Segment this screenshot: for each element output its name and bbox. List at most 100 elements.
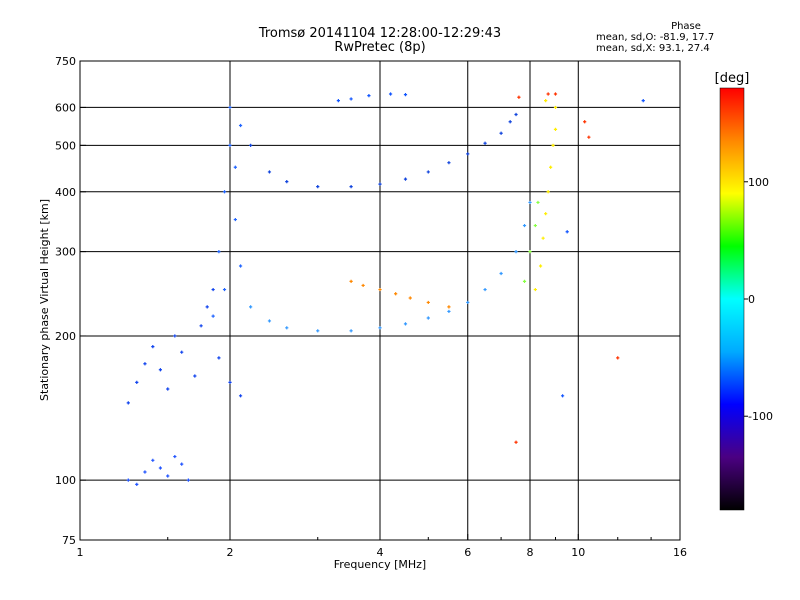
data-point [517, 95, 521, 99]
data-point [186, 478, 190, 482]
data-point [143, 362, 147, 366]
data-point [565, 230, 569, 234]
data-point [447, 161, 451, 165]
data-point [536, 200, 540, 205]
data-point [378, 182, 382, 186]
data-point [126, 478, 130, 482]
colorbar-tick-label: -100 [748, 410, 773, 423]
data-point [551, 143, 555, 147]
data-point [587, 135, 591, 139]
data-point [553, 92, 558, 96]
data-point [546, 92, 550, 96]
data-point [180, 462, 184, 466]
x-tick-label: 10 [571, 546, 585, 559]
x-tick-label: 2 [227, 546, 234, 559]
data-point [233, 217, 237, 222]
data-point [173, 334, 177, 338]
data-point [378, 287, 382, 292]
y-axis-label: Stationary phase Virtual Height [km] [38, 199, 51, 401]
x-tick-label: 4 [377, 546, 384, 559]
data-point [151, 458, 155, 462]
x-tick-label: 1 [77, 546, 84, 559]
data-point [249, 143, 253, 147]
data-point [533, 287, 537, 292]
data-point [249, 305, 253, 309]
data-point [553, 127, 558, 131]
data-point [217, 250, 221, 254]
data-point [349, 329, 353, 333]
data-point [151, 345, 155, 349]
data-point [238, 123, 243, 128]
data-point [394, 292, 398, 296]
data-point [538, 264, 543, 268]
data-point [466, 152, 470, 156]
data-point [233, 165, 237, 169]
phase-stats-o: mean, sd,O: -81.9, 17.7 [596, 32, 715, 43]
data-point [583, 120, 587, 124]
data-point [508, 120, 512, 124]
y-tick-label: 500 [55, 139, 76, 152]
grid-lines [80, 61, 680, 540]
data-point [546, 190, 550, 194]
x-axis-label: Frequency [MHz] [334, 558, 426, 571]
x-tick-label: 16 [673, 546, 687, 559]
data-point [408, 296, 412, 300]
colorbar-unit-label: [deg] [715, 71, 750, 86]
data-point [367, 94, 371, 98]
data-point [285, 326, 289, 330]
data-point [349, 97, 353, 101]
scatter-points [126, 92, 645, 486]
data-point [514, 440, 518, 444]
data-point [483, 141, 487, 145]
y-tick-label: 300 [55, 246, 76, 259]
data-point [211, 287, 215, 292]
data-point [205, 305, 209, 309]
data-point [349, 279, 353, 283]
data-point [143, 470, 147, 474]
data-point [426, 316, 430, 320]
data-point [553, 105, 558, 110]
colorbar-tick-label: 100 [748, 176, 769, 189]
data-point [514, 112, 518, 117]
phase-stats-header: Phase [671, 21, 701, 32]
y-tick-label: 750 [55, 55, 76, 68]
data-point [267, 170, 272, 174]
data-point [514, 250, 518, 254]
data-point [126, 401, 130, 405]
data-point [238, 394, 243, 398]
data-point [641, 98, 645, 103]
chart-title-line1: Tromsø 20141104 12:28:00-12:29:43 [258, 26, 502, 41]
y-tick-label: 75 [62, 534, 76, 547]
data-point [316, 185, 320, 189]
data-point [388, 92, 393, 96]
data-point [228, 105, 232, 110]
data-point [158, 466, 163, 470]
x-tick-label: 8 [527, 546, 534, 559]
chart-title-line2: RwPretec (8p) [334, 40, 426, 55]
data-point [522, 223, 527, 228]
data-point [211, 314, 215, 318]
data-point [522, 279, 527, 283]
data-point [361, 283, 365, 288]
data-point [180, 350, 184, 354]
data-point [466, 300, 470, 305]
data-point [349, 185, 353, 189]
y-tick-label: 600 [55, 101, 76, 114]
data-point [158, 368, 163, 372]
data-point [403, 322, 408, 326]
data-point [528, 200, 532, 205]
phase-stats: Phase mean, sd,O: -81.9, 17.7 mean, sd,X… [596, 21, 776, 54]
data-point [616, 356, 620, 360]
data-point [483, 287, 487, 292]
data-point [228, 380, 232, 384]
data-point [544, 98, 548, 103]
data-point [193, 374, 197, 378]
y-tick-label: 100 [55, 474, 76, 487]
colorbar-tick-label: 0 [748, 293, 755, 306]
data-point [173, 454, 177, 459]
y-tick-label: 400 [55, 186, 76, 199]
phase-stats-x: mean, sd,X: 93.1, 27.4 [596, 43, 710, 54]
data-point [222, 287, 227, 292]
data-point [336, 98, 340, 103]
